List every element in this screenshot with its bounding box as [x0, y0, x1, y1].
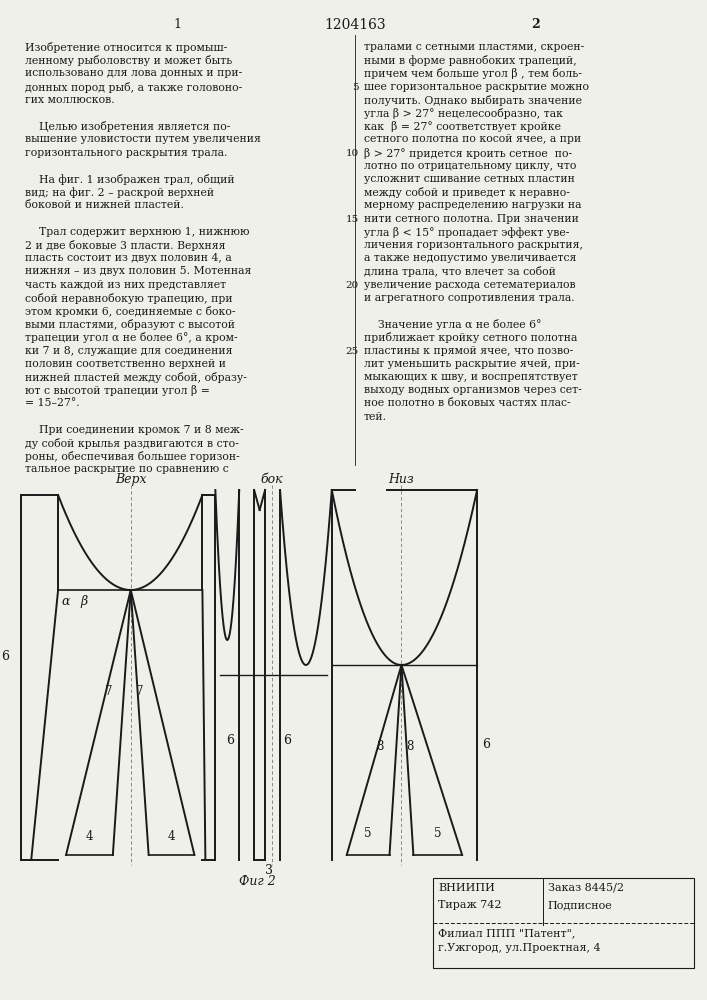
Text: трапеции угол α не более 6°, а кром-: трапеции угол α не более 6°, а кром- — [25, 332, 238, 343]
Text: мерному распределению нагрузки на: мерному распределению нагрузки на — [363, 200, 581, 210]
Text: 7: 7 — [105, 685, 113, 698]
Text: 1: 1 — [173, 18, 182, 31]
Text: Низ: Низ — [389, 473, 414, 486]
Text: тальное раскрытие по сравнению с: тальное раскрытие по сравнению с — [25, 464, 229, 474]
Text: выходу водных организмов через сет-: выходу водных организмов через сет- — [363, 385, 581, 395]
Text: ки 7 и 8, служащие для соединения: ки 7 и 8, служащие для соединения — [25, 346, 233, 356]
Text: личения горизонтального раскрытия,: личения горизонтального раскрытия, — [363, 240, 583, 250]
Text: ВНИИПИ: ВНИИПИ — [438, 883, 495, 893]
Text: Заказ 8445/2: Заказ 8445/2 — [548, 883, 624, 893]
Text: нижней пластей между собой, образу-: нижней пластей между собой, образу- — [25, 372, 247, 383]
Text: Изобретение относится к промыш-: Изобретение относится к промыш- — [25, 42, 228, 53]
Text: угла β > 27° нецелесообразно, так: угла β > 27° нецелесообразно, так — [363, 108, 563, 119]
Text: 5: 5 — [433, 827, 441, 840]
Text: угла β < 15° пропадает эффект уве-: угла β < 15° пропадает эффект уве- — [363, 227, 569, 238]
Text: горизонтального раскрытия трала.: горизонтального раскрытия трала. — [25, 148, 228, 158]
Text: лит уменьшить раскрытие ячей, при-: лит уменьшить раскрытие ячей, при- — [363, 359, 579, 369]
Text: нити сетного полотна. При значении: нити сетного полотна. При значении — [363, 214, 578, 224]
Text: 6: 6 — [226, 734, 234, 746]
Text: 5: 5 — [352, 83, 358, 92]
Text: половин соответственно верхней и: половин соответственно верхней и — [25, 359, 226, 369]
Text: Фиг 2: Фиг 2 — [239, 875, 276, 888]
Text: шее горизонтальное раскрытие можно: шее горизонтальное раскрытие можно — [363, 82, 589, 92]
Text: приближает кройку сетного полотна: приближает кройку сетного полотна — [363, 332, 577, 343]
Text: 4: 4 — [85, 830, 93, 843]
Bar — [433, 878, 694, 968]
Text: 10: 10 — [346, 149, 358, 158]
Text: донных пород рыб, а также головоно-: донных пород рыб, а также головоно- — [25, 82, 243, 93]
Text: лотно по отрицательному циклу, что: лотно по отрицательному циклу, что — [363, 161, 576, 171]
Text: получить. Однако выбирать значение: получить. Однако выбирать значение — [363, 95, 582, 106]
Text: ленному рыболовству и может быть: ленному рыболовству и может быть — [25, 55, 233, 66]
Text: а также недопустимо увеличивается: а также недопустимо увеличивается — [363, 253, 576, 263]
Text: Подписное: Подписное — [548, 900, 612, 910]
Text: и агрегатного сопротивления трала.: и агрегатного сопротивления трала. — [363, 293, 574, 303]
Text: увеличение расхода сетематериалов: увеличение расхода сетематериалов — [363, 280, 575, 290]
Text: выми пластями, образуют с высотой: выми пластями, образуют с высотой — [25, 319, 235, 330]
Text: 6: 6 — [482, 738, 490, 752]
Text: тралами с сетными пластями, скроен-: тралами с сетными пластями, скроен- — [363, 42, 584, 52]
Text: мыкающих к шву, и воспрепятствует: мыкающих к шву, и воспрепятствует — [363, 372, 578, 382]
Text: причем чем больше угол β , тем боль-: причем чем больше угол β , тем боль- — [363, 68, 582, 79]
Text: собой неравнобокую трапецию, при: собой неравнобокую трапецию, при — [25, 293, 233, 304]
Text: 3: 3 — [265, 864, 273, 877]
Text: Тираж 742: Тираж 742 — [438, 900, 502, 910]
Text: этом кромки 6, соединяемые с боко-: этом кромки 6, соединяемые с боко- — [25, 306, 235, 317]
Text: На фиг. 1 изображен трал, общий: На фиг. 1 изображен трал, общий — [25, 174, 235, 185]
Text: роны, обеспечивая большее горизон-: роны, обеспечивая большее горизон- — [25, 451, 240, 462]
Text: Филиал ППП "Патент",: Филиал ППП "Патент", — [438, 928, 575, 938]
Text: гих моллюсков.: гих моллюсков. — [25, 95, 115, 105]
Text: Верх: Верх — [115, 473, 146, 486]
Text: Значение угла α не более 6°: Значение угла α не более 6° — [363, 319, 541, 330]
Text: 8: 8 — [376, 740, 383, 753]
Text: ное полотно в боковых частях плас-: ное полотно в боковых частях плас- — [363, 398, 571, 408]
Text: β > 27° придется кроить сетное  по-: β > 27° придется кроить сетное по- — [363, 148, 572, 159]
Text: пласть состоит из двух половин 4, а: пласть состоит из двух половин 4, а — [25, 253, 232, 263]
Text: тей.: тей. — [363, 412, 387, 422]
Text: α: α — [61, 595, 69, 608]
Text: 25: 25 — [346, 347, 358, 356]
Text: β: β — [80, 595, 87, 608]
Text: Трал содержит верхнюю 1, нижнюю: Трал содержит верхнюю 1, нижнюю — [25, 227, 250, 237]
Text: длина трала, что влечет за собой: длина трала, что влечет за собой — [363, 266, 556, 277]
Text: 2 и две боковые 3 пласти. Верхняя: 2 и две боковые 3 пласти. Верхняя — [25, 240, 226, 251]
Text: сетного полотна по косой ячее, а при: сетного полотна по косой ячее, а при — [363, 134, 581, 144]
Text: вышение уловистости путем увеличения: вышение уловистости путем увеличения — [25, 134, 261, 144]
Text: боковой и нижней пластей.: боковой и нижней пластей. — [25, 200, 184, 210]
Text: ными в форме равнобоких трапеций,: ными в форме равнобоких трапеций, — [363, 55, 576, 66]
Text: ют с высотой трапеции угол β =: ют с высотой трапеции угол β = — [25, 385, 210, 396]
Text: между собой и приведет к неравно-: между собой и приведет к неравно- — [363, 187, 570, 198]
Text: усложнит сшивание сетных пластин: усложнит сшивание сетных пластин — [363, 174, 575, 184]
Text: 20: 20 — [346, 281, 358, 290]
Text: Целью изобретения является по-: Целью изобретения является по- — [25, 121, 230, 132]
Text: 5: 5 — [364, 827, 371, 840]
Text: пластины к прямой ячее, что позво-: пластины к прямой ячее, что позво- — [363, 346, 573, 356]
Text: использовано для лова донных и при-: использовано для лова донных и при- — [25, 68, 243, 78]
Text: 6: 6 — [283, 734, 291, 746]
Text: бок: бок — [261, 473, 284, 486]
Text: часть каждой из них представляет: часть каждой из них представляет — [25, 280, 226, 290]
Text: 4: 4 — [168, 830, 175, 843]
Text: нижняя – из двух половин 5. Мотенная: нижняя – из двух половин 5. Мотенная — [25, 266, 252, 276]
Text: г.Ужгород, ул.Проектная, 4: г.Ужгород, ул.Проектная, 4 — [438, 943, 601, 953]
Text: ду собой крылья раздвигаются в сто-: ду собой крылья раздвигаются в сто- — [25, 438, 239, 449]
Text: 2: 2 — [532, 18, 540, 31]
Text: 15: 15 — [346, 215, 358, 224]
Text: При соединении кромок 7 и 8 меж-: При соединении кромок 7 и 8 меж- — [25, 425, 244, 435]
Text: как  β = 27° соответствует кройке: как β = 27° соответствует кройке — [363, 121, 561, 132]
Text: 7: 7 — [136, 685, 144, 698]
Text: = 15–27°.: = 15–27°. — [25, 398, 80, 408]
Text: 6: 6 — [1, 650, 9, 663]
Text: вид; на фиг. 2 – раскрой верхней: вид; на фиг. 2 – раскрой верхней — [25, 187, 214, 198]
Text: 8: 8 — [407, 740, 414, 753]
Text: 1204163: 1204163 — [324, 18, 385, 32]
